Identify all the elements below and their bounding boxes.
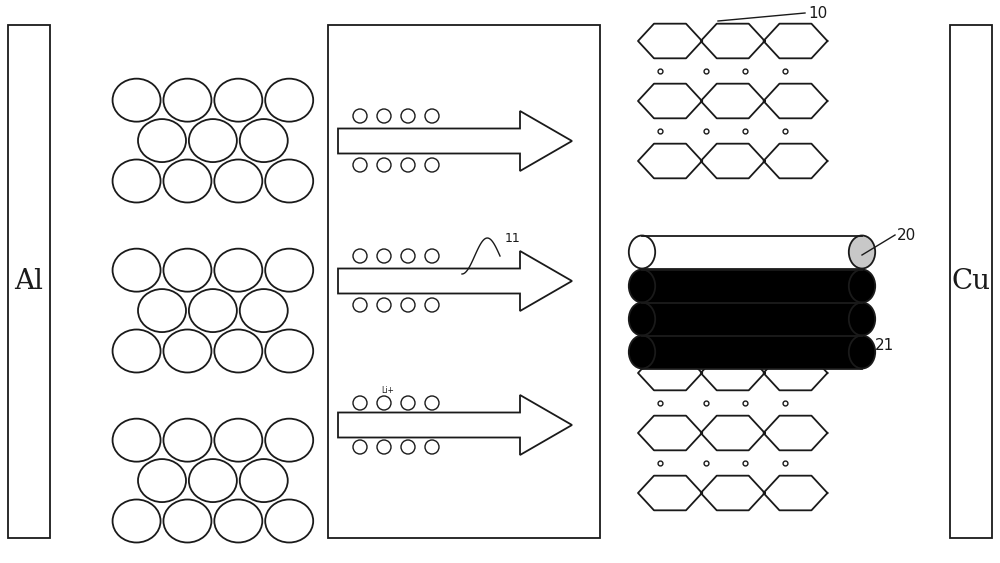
Ellipse shape xyxy=(163,249,211,292)
Ellipse shape xyxy=(629,270,655,302)
FancyBboxPatch shape xyxy=(642,336,862,369)
Ellipse shape xyxy=(163,329,211,373)
Ellipse shape xyxy=(214,79,262,122)
Ellipse shape xyxy=(240,289,288,332)
Text: 11: 11 xyxy=(505,233,521,245)
Ellipse shape xyxy=(214,249,262,292)
Ellipse shape xyxy=(113,79,161,122)
Text: 20: 20 xyxy=(897,227,916,243)
Bar xyxy=(328,25,600,538)
Ellipse shape xyxy=(163,79,211,122)
Ellipse shape xyxy=(189,459,237,502)
Ellipse shape xyxy=(189,289,237,332)
Ellipse shape xyxy=(163,159,211,203)
Ellipse shape xyxy=(163,419,211,462)
Ellipse shape xyxy=(240,119,288,162)
Ellipse shape xyxy=(629,235,655,269)
Text: Li+: Li+ xyxy=(382,386,394,395)
Ellipse shape xyxy=(265,499,313,543)
Ellipse shape xyxy=(113,499,161,543)
Ellipse shape xyxy=(240,459,288,502)
FancyBboxPatch shape xyxy=(642,270,862,302)
Ellipse shape xyxy=(138,289,186,332)
Ellipse shape xyxy=(113,249,161,292)
Ellipse shape xyxy=(265,329,313,373)
Ellipse shape xyxy=(113,159,161,203)
Polygon shape xyxy=(338,111,572,171)
Text: Cu: Cu xyxy=(952,268,991,295)
Ellipse shape xyxy=(849,270,875,302)
Ellipse shape xyxy=(189,119,237,162)
Ellipse shape xyxy=(849,235,875,269)
Ellipse shape xyxy=(214,499,262,543)
FancyBboxPatch shape xyxy=(642,302,862,336)
Bar xyxy=(950,25,992,538)
Ellipse shape xyxy=(265,419,313,462)
Ellipse shape xyxy=(163,499,211,543)
Bar xyxy=(8,25,50,538)
Ellipse shape xyxy=(265,159,313,203)
Ellipse shape xyxy=(113,329,161,373)
Ellipse shape xyxy=(138,459,186,502)
Ellipse shape xyxy=(214,419,262,462)
Ellipse shape xyxy=(214,329,262,373)
Text: Al: Al xyxy=(14,268,44,295)
Ellipse shape xyxy=(138,119,186,162)
FancyBboxPatch shape xyxy=(642,235,862,269)
Ellipse shape xyxy=(265,79,313,122)
Ellipse shape xyxy=(849,302,875,336)
Ellipse shape xyxy=(849,336,875,369)
Polygon shape xyxy=(338,395,572,455)
Text: 21: 21 xyxy=(875,337,894,352)
Ellipse shape xyxy=(265,249,313,292)
Polygon shape xyxy=(338,251,572,311)
Ellipse shape xyxy=(629,302,655,336)
Ellipse shape xyxy=(214,159,262,203)
Ellipse shape xyxy=(629,336,655,369)
Text: 10: 10 xyxy=(808,6,827,20)
Ellipse shape xyxy=(113,419,161,462)
